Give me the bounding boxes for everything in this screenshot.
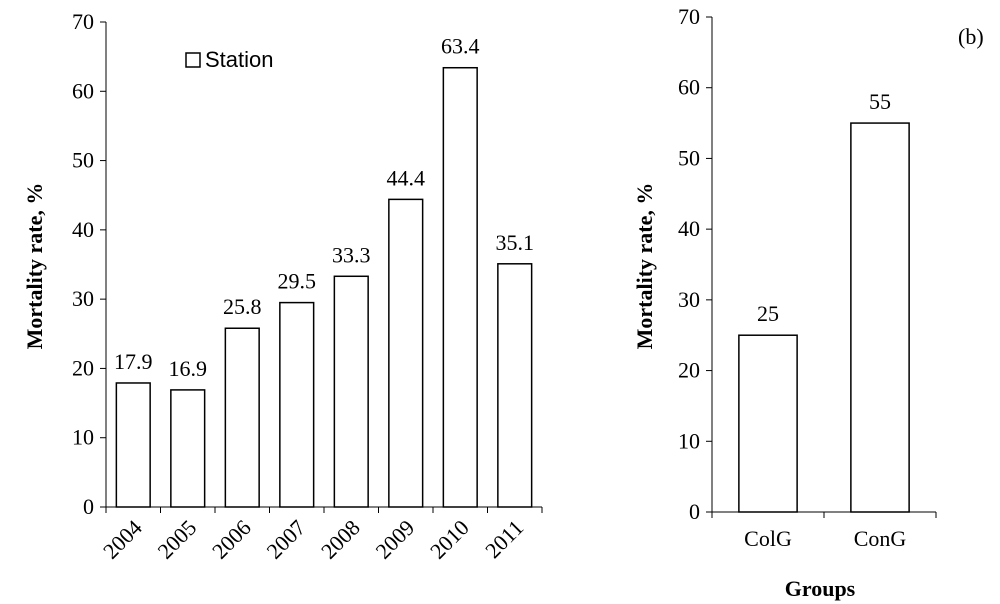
x-axis-ticks: 2004 2005 2006 2007 2008 2009 2010 2011 <box>98 507 543 564</box>
y-tick-label: 20 <box>72 355 94 380</box>
y-tick-label: 40 <box>678 216 700 241</box>
data-label: 29.5 <box>278 269 317 294</box>
bar <box>497 263 533 508</box>
legend-swatch-station <box>185 52 201 68</box>
chart-panel-station-yearly: 0 10 20 30 40 50 60 70 17.9 16.9 25.8 29.5 33.3 44.4… <box>22 9 543 564</box>
data-label: 44.4 <box>387 165 426 190</box>
data-labels: 17.9 16.9 25.8 29.5 33.3 44.4 63.4 35.1 <box>114 34 534 381</box>
legend: Station <box>185 47 274 72</box>
y-tick-label: 10 <box>72 425 94 450</box>
bar <box>738 334 798 513</box>
y-tick-label: 20 <box>678 358 700 383</box>
x-tick-label: 2004 <box>98 515 147 564</box>
y-tick-label: 50 <box>72 148 94 173</box>
bar <box>170 389 206 508</box>
data-label: 17.9 <box>114 349 153 374</box>
y-tick-label: 70 <box>72 9 94 34</box>
bar <box>279 301 315 508</box>
data-label: 63.4 <box>441 34 480 59</box>
data-label: 25 <box>757 301 779 326</box>
x-tick-label: 2011 <box>480 515 528 563</box>
data-label: 25.8 <box>223 294 262 319</box>
y-tick-label: 30 <box>678 287 700 312</box>
y-axis-title: Mortality rate, % <box>632 183 657 350</box>
y-tick-label: 60 <box>72 78 94 103</box>
bar <box>388 198 424 508</box>
panel-label: (b) <box>958 24 984 49</box>
y-tick-label: 10 <box>678 428 700 453</box>
x-tick-label: 2008 <box>316 515 365 564</box>
y-tick-label: 60 <box>678 75 700 100</box>
x-tick-label: 2005 <box>152 515 201 564</box>
y-axis-ticks: 0 10 20 30 40 50 60 70 <box>678 4 712 524</box>
data-label: 35.1 <box>496 230 535 255</box>
chart-panel-groups: 0 10 20 30 40 50 60 70 25 55 ColG ConG Mortality … <box>632 4 984 601</box>
y-tick-label: 0 <box>689 499 700 524</box>
data-labels: 25 55 <box>757 89 891 326</box>
x-tick-label: 2010 <box>425 515 474 564</box>
bar <box>224 327 260 508</box>
y-axis-title: Mortality rate, % <box>22 183 47 350</box>
data-label: 33.3 <box>332 242 371 267</box>
bar <box>115 382 151 508</box>
y-tick-label: 40 <box>72 217 94 242</box>
y-tick-label: 30 <box>72 286 94 311</box>
legend-label-station: Station <box>205 47 274 72</box>
bar <box>333 275 369 508</box>
x-axis-title: Groups <box>785 576 856 601</box>
x-tick-label: 2006 <box>207 515 256 564</box>
bar-series-station <box>115 66 533 508</box>
x-tick-label: 2009 <box>370 515 419 564</box>
x-tick-label: 2007 <box>261 515 310 564</box>
x-axis-ticks: ColG ConG <box>711 512 937 551</box>
bar <box>442 66 478 508</box>
data-label: 55 <box>869 89 891 114</box>
bar-series-groups <box>738 122 910 513</box>
x-tick-label: ConG <box>854 526 907 551</box>
bar <box>850 122 910 513</box>
x-tick-label: ColG <box>744 526 792 551</box>
y-tick-label: 50 <box>678 145 700 170</box>
y-tick-label: 0 <box>83 494 94 519</box>
y-tick-label: 70 <box>678 4 700 29</box>
y-axis-ticks: 0 10 20 30 40 50 60 70 <box>72 9 106 519</box>
data-label: 16.9 <box>169 356 208 381</box>
